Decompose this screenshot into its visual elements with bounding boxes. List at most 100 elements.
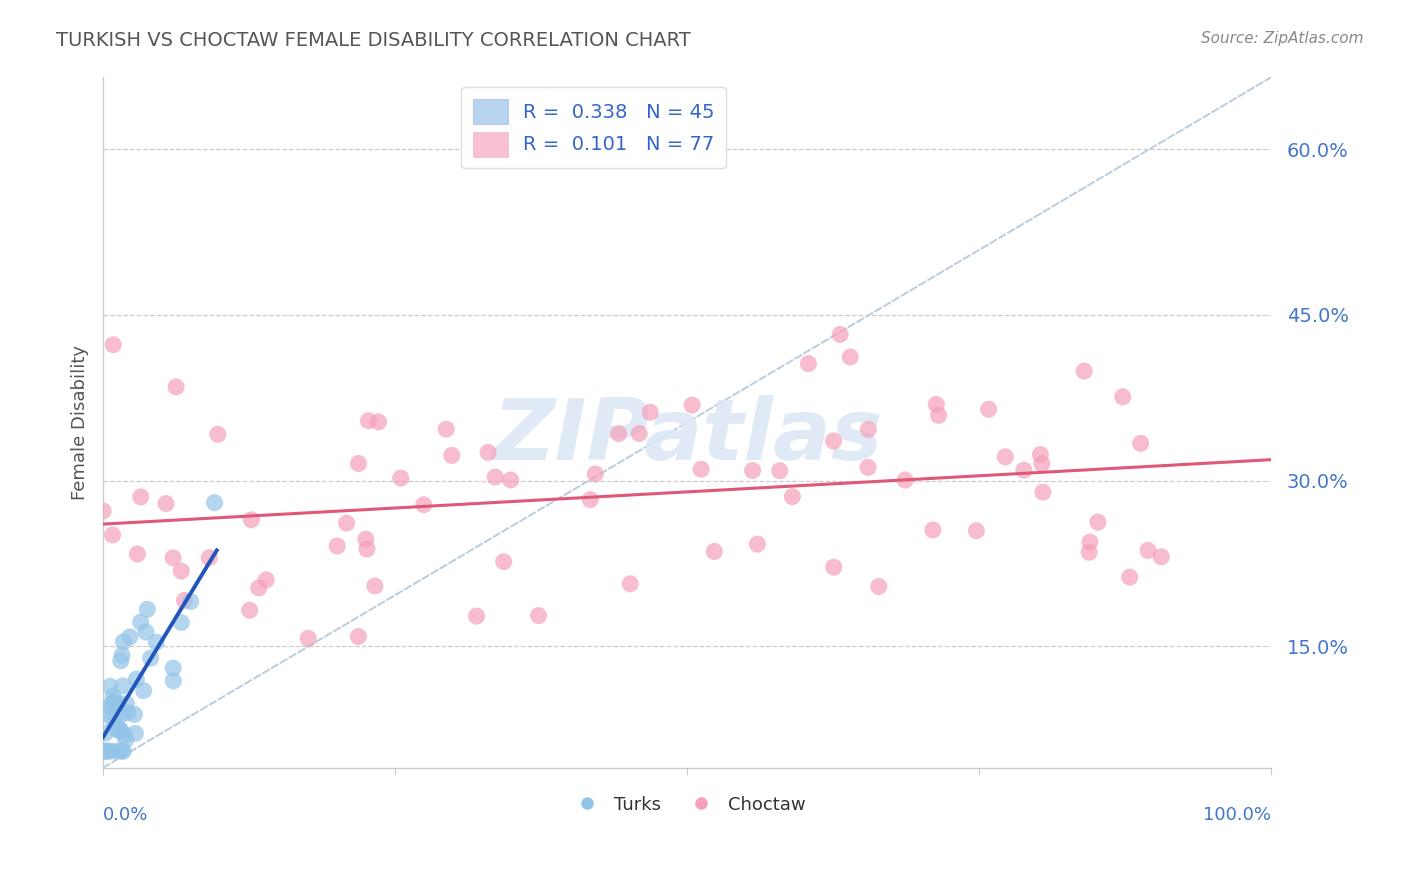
Point — [1078, 545, 1101, 559]
Point — [114, 728, 136, 742]
Point — [173, 593, 195, 607]
Point — [1029, 448, 1052, 462]
Point — [928, 409, 950, 423]
Point — [354, 532, 377, 546]
Point — [1129, 436, 1152, 450]
Y-axis label: Female Disability: Female Disability — [72, 345, 89, 500]
Point — [681, 398, 703, 412]
Point — [856, 460, 879, 475]
Point — [129, 615, 152, 630]
Point — [98, 699, 121, 714]
Point — [1118, 570, 1140, 584]
Point — [111, 648, 134, 662]
Point — [125, 672, 148, 686]
Point — [254, 573, 277, 587]
Point — [492, 555, 515, 569]
Point — [440, 449, 463, 463]
Legend: Turks, Choctaw: Turks, Choctaw — [561, 789, 813, 821]
Point — [105, 699, 128, 714]
Point — [823, 560, 845, 574]
Point — [858, 422, 880, 436]
Point — [628, 426, 651, 441]
Point — [527, 608, 550, 623]
Point — [1112, 390, 1135, 404]
Point — [118, 630, 141, 644]
Point — [347, 457, 370, 471]
Point — [868, 580, 890, 594]
Point — [703, 544, 725, 558]
Point — [357, 414, 380, 428]
Point — [94, 726, 117, 740]
Point — [239, 603, 262, 617]
Point — [690, 462, 713, 476]
Point — [111, 679, 134, 693]
Point — [162, 673, 184, 688]
Point — [619, 576, 641, 591]
Text: 100.0%: 100.0% — [1204, 805, 1271, 823]
Point — [389, 471, 412, 485]
Point — [101, 689, 124, 703]
Point — [367, 415, 389, 429]
Text: Source: ZipAtlas.com: Source: ZipAtlas.com — [1201, 31, 1364, 46]
Point — [101, 711, 124, 725]
Point — [101, 528, 124, 542]
Point — [247, 581, 270, 595]
Point — [162, 550, 184, 565]
Point — [117, 706, 139, 720]
Point — [638, 405, 661, 419]
Point — [484, 470, 506, 484]
Point — [1087, 515, 1109, 529]
Point — [139, 651, 162, 665]
Text: ZIPatlas: ZIPatlas — [492, 395, 882, 478]
Point — [364, 579, 387, 593]
Point — [830, 327, 852, 342]
Point — [465, 609, 488, 624]
Point — [607, 426, 630, 441]
Point — [108, 723, 131, 738]
Point — [207, 427, 229, 442]
Point — [434, 422, 457, 436]
Point — [965, 524, 987, 538]
Point — [823, 434, 845, 448]
Point — [1078, 535, 1101, 549]
Point — [1150, 549, 1173, 564]
Point — [297, 632, 319, 646]
Point — [162, 661, 184, 675]
Point — [925, 397, 948, 411]
Point — [1073, 364, 1095, 378]
Point — [145, 635, 167, 649]
Point — [170, 564, 193, 578]
Point — [110, 723, 132, 738]
Point — [105, 744, 128, 758]
Point — [335, 516, 357, 530]
Point — [922, 523, 945, 537]
Point — [93, 744, 115, 758]
Point — [204, 496, 226, 510]
Point — [180, 594, 202, 608]
Point — [124, 726, 146, 740]
Point — [769, 464, 792, 478]
Point — [165, 380, 187, 394]
Text: TURKISH VS CHOCTAW FEMALE DISABILITY CORRELATION CHART: TURKISH VS CHOCTAW FEMALE DISABILITY COR… — [56, 31, 690, 50]
Point — [98, 679, 121, 693]
Point — [100, 744, 122, 758]
Point — [112, 635, 135, 649]
Point — [412, 498, 434, 512]
Point — [94, 744, 117, 758]
Point — [96, 744, 118, 758]
Point — [91, 504, 114, 518]
Point — [136, 602, 159, 616]
Point — [499, 473, 522, 487]
Point — [747, 537, 769, 551]
Point — [110, 744, 132, 758]
Text: 0.0%: 0.0% — [103, 805, 149, 823]
Point — [1136, 543, 1159, 558]
Point — [797, 357, 820, 371]
Point — [115, 697, 138, 711]
Point — [170, 615, 193, 630]
Point — [741, 463, 763, 477]
Point — [155, 497, 177, 511]
Point — [839, 350, 862, 364]
Point — [994, 450, 1017, 464]
Point — [110, 654, 132, 668]
